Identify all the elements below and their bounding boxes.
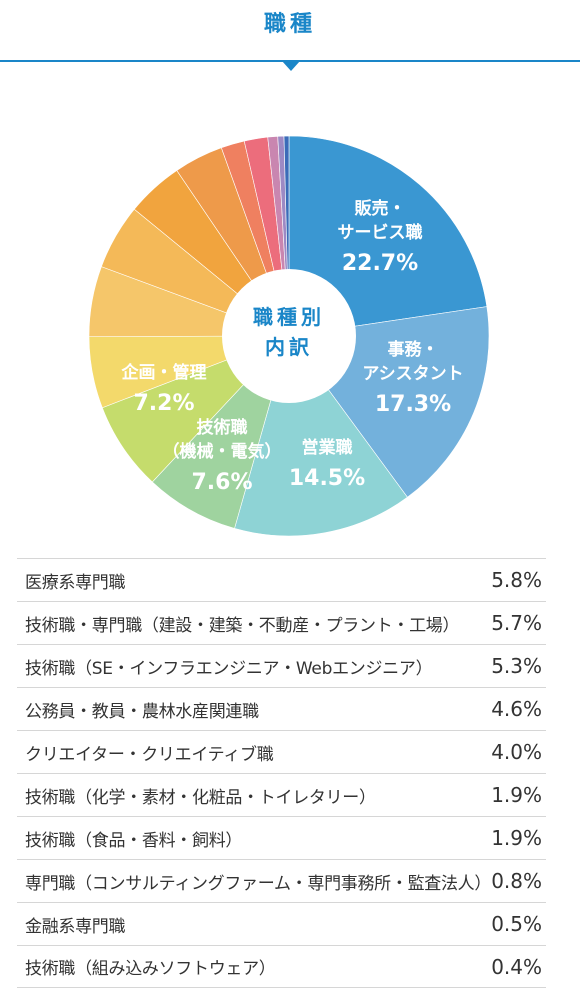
slice-label: 販売・ xyxy=(355,198,406,219)
table-row: クリエイター・クリエイティブ職 4.0% xyxy=(17,730,546,773)
table-row: 技術職（化学・素材・化粧品・トイレタリー） 1.9% xyxy=(17,773,546,816)
row-label: 技術職（化学・素材・化粧品・トイレタリー） xyxy=(25,787,376,808)
slice-label: 技術職 xyxy=(197,417,248,438)
slice-label: アシスタント xyxy=(362,364,463,384)
row-label: 金融系専門職 xyxy=(25,916,126,937)
slice-value-label: 7.2% xyxy=(133,391,194,416)
row-label: 専門職（コンサルティングファーム・専門事務所・監査法人） xyxy=(25,873,492,894)
row-value: 4.0% xyxy=(491,740,542,764)
table-row: 技術職（組み込みソフトウェア） 0.4% xyxy=(17,945,546,988)
down-pointer-icon xyxy=(282,61,300,71)
row-label: クリエイター・クリエイティブ職 xyxy=(25,744,274,765)
row-label: 技術職（SE・インフラエンジニア・Webエンジニア） xyxy=(25,658,433,679)
table-row: 技術職（食品・香料・飼料） 1.9% xyxy=(17,816,546,859)
slice-label: 事務・ xyxy=(388,339,439,360)
table-row: 金融系専門職 0.5% xyxy=(17,902,546,945)
pie-slice xyxy=(288,135,488,337)
slice-label: 営業職 xyxy=(302,437,353,458)
row-label: 医療系専門職 xyxy=(25,572,126,593)
breakdown-table: 医療系専門職 5.8% 技術職・専門職（建設・建築・不動産・プラント・工場） 5.7… xyxy=(17,558,546,988)
row-value: 4.6% xyxy=(491,697,542,721)
pie-center xyxy=(222,269,356,403)
table-row: 技術職（SE・インフラエンジニア・Webエンジニア） 5.3% xyxy=(17,644,546,687)
table-row: 専門職（コンサルティングファーム・専門事務所・監査法人） 0.8% xyxy=(17,859,546,902)
table-row: 公務員・教員・農林水産関連職 4.6% xyxy=(17,687,546,730)
row-label: 技術職（食品・香料・飼料） xyxy=(25,830,243,851)
slice-value-label: 14.5% xyxy=(289,466,365,491)
row-value: 0.5% xyxy=(491,912,542,936)
slice-value-label: 7.6% xyxy=(191,470,252,495)
row-label: 技術職・専門職（建設・建築・不動産・プラント・工場） xyxy=(25,615,460,636)
table-row: 技術職・専門職（建設・建築・不動産・プラント・工場） 5.7% xyxy=(17,601,546,644)
slice-label: （機械・電気） xyxy=(163,441,282,462)
row-label: 公務員・教員・農林水産関連職 xyxy=(25,701,259,722)
table-row: 医療系専門職 5.8% xyxy=(17,558,546,601)
row-value: 5.7% xyxy=(491,611,542,635)
row-value: 1.9% xyxy=(491,783,542,807)
row-value: 1.9% xyxy=(491,826,542,850)
slice-value-label: 17.3% xyxy=(375,392,451,417)
slice-label: 企画・管理 xyxy=(121,362,207,383)
row-value: 0.4% xyxy=(491,954,542,979)
row-label: 技術職（組み込みソフトウェア） xyxy=(25,959,276,979)
slice-label: サービス職 xyxy=(338,222,423,243)
row-value: 5.8% xyxy=(491,568,542,592)
center-label: 職種別 xyxy=(253,305,325,329)
slice-value-label: 22.7% xyxy=(342,251,418,276)
section-title: 職種 xyxy=(263,12,316,37)
center-label: 内訳 xyxy=(265,335,313,359)
row-value: 5.3% xyxy=(491,654,542,678)
row-value: 0.8% xyxy=(491,869,542,893)
section-header: 職種 xyxy=(0,0,580,71)
